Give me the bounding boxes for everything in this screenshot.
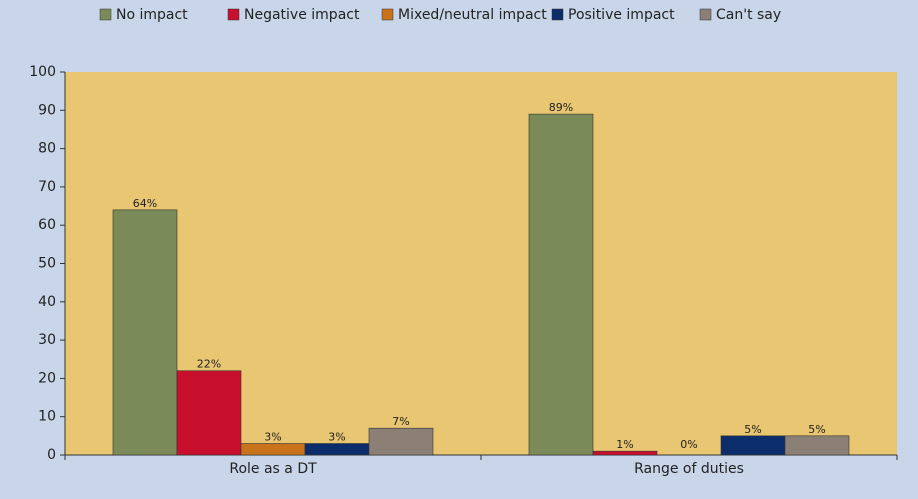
y-tick-label: 30	[38, 332, 56, 348]
y-tick-label: 20	[38, 370, 56, 386]
y-tick-label: 80	[38, 141, 56, 157]
bar	[528, 113, 594, 456]
value-label: 89%	[549, 101, 573, 114]
legend-label: Mixed/neutral impact	[398, 7, 547, 23]
bar	[304, 443, 370, 456]
legend-label: Negative impact	[244, 7, 360, 23]
legend-swatch	[551, 8, 564, 21]
y-tick-label: 100	[29, 64, 56, 80]
y-tick-label: 0	[47, 447, 56, 463]
bar	[240, 443, 306, 456]
y-tick-label: 70	[38, 179, 56, 195]
legend-swatch	[99, 8, 112, 21]
value-label: 22%	[197, 358, 221, 371]
value-label: 7%	[392, 415, 409, 428]
legend-swatch	[381, 8, 394, 21]
bar	[784, 435, 850, 456]
y-tick-label: 90	[38, 102, 56, 118]
y-tick-label: 40	[38, 294, 56, 310]
y-tick-label: 60	[38, 217, 56, 233]
x-tick-label: Range of duties	[634, 461, 744, 477]
bar	[720, 435, 786, 456]
x-tick-label: Role as a DT	[229, 461, 317, 477]
value-label: 1%	[616, 438, 633, 451]
bar	[592, 450, 658, 456]
value-label: 0%	[680, 438, 697, 451]
bar	[176, 370, 242, 456]
bar	[368, 427, 434, 456]
value-label: 3%	[264, 431, 281, 444]
y-tick-label: 10	[38, 409, 56, 425]
legend-label: No impact	[116, 7, 188, 23]
legend-swatch	[227, 8, 240, 21]
legend-swatch	[699, 8, 712, 21]
value-label: 5%	[744, 423, 761, 436]
value-label: 3%	[328, 431, 345, 444]
legend-label: Positive impact	[568, 7, 675, 23]
value-label: 64%	[133, 197, 157, 210]
legend-label: Can't say	[716, 7, 781, 23]
bar	[112, 209, 178, 456]
y-tick-label: 50	[38, 256, 56, 272]
value-label: 5%	[808, 423, 825, 436]
